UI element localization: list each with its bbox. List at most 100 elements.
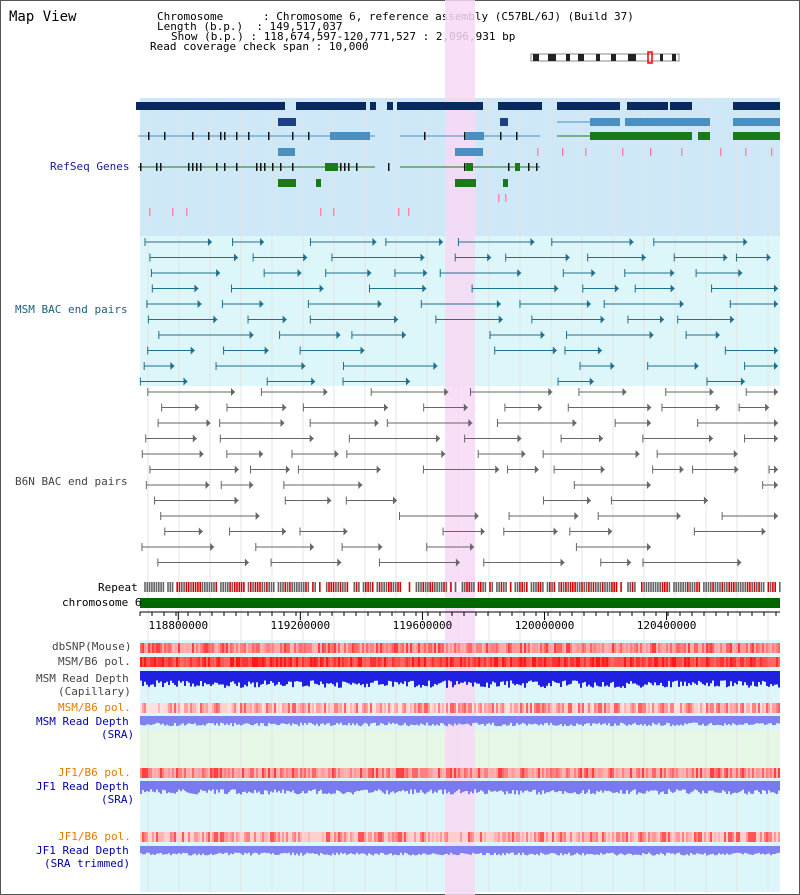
- b6n-bac-arrow: [259, 450, 264, 458]
- polymorphism-mark: [196, 703, 198, 713]
- polymorphism-mark: [678, 643, 680, 653]
- depth-bar: [178, 716, 180, 726]
- msm-bac-label[interactable]: MSM BAC end pairs: [15, 303, 128, 316]
- polymorphism-mark: [700, 768, 702, 778]
- polymorphism-mark: [604, 657, 606, 667]
- polymorphism-mark: [164, 703, 166, 713]
- depth-bar: [176, 716, 178, 727]
- depth-bar: [378, 716, 380, 726]
- depth-bar: [506, 781, 508, 792]
- ideogram-band: [533, 54, 539, 61]
- polymorphism-mark: [554, 657, 556, 667]
- repeat-mark: [151, 582, 153, 592]
- depth-bar: [582, 781, 584, 791]
- polymorphism-mark: [606, 657, 608, 667]
- polymorphism-mark: [274, 768, 276, 778]
- ideogram-marker: [647, 51, 653, 64]
- polymorphism-mark: [210, 768, 212, 778]
- polymorphism-mark: [390, 657, 392, 667]
- depth-bar: [202, 716, 204, 725]
- gene-block: [557, 102, 620, 110]
- depth-bar: [412, 716, 414, 725]
- polymorphism-mark: [664, 657, 666, 667]
- exon: [260, 163, 262, 171]
- repeat-mark: [682, 582, 684, 592]
- polymorphism-mark: [144, 657, 146, 667]
- polymorphism-mark: [498, 768, 500, 778]
- depth-bar: [664, 671, 666, 688]
- b6n-bac-label[interactable]: B6N BAC end pairs: [15, 475, 128, 488]
- polymorphism-mark: [722, 657, 724, 667]
- polymorphism-mark: [698, 657, 700, 667]
- polymorphism-mark: [298, 657, 300, 667]
- depth-bar: [754, 846, 756, 854]
- polymorphism-mark: [244, 768, 246, 778]
- depth-bar: [358, 781, 360, 792]
- depth-bar: [204, 846, 206, 856]
- polymorphism-mark: [272, 643, 274, 653]
- depth-bar: [306, 671, 308, 686]
- depth-bar: [192, 716, 194, 725]
- polymorphism-mark: [626, 768, 628, 778]
- polymorphism-mark: [754, 657, 756, 667]
- depth-bar: [458, 671, 460, 685]
- depth-bar: [668, 716, 670, 724]
- depth-bar: [516, 781, 518, 791]
- polymorphism-mark: [578, 832, 580, 842]
- exon: [248, 132, 250, 140]
- polymorphism-mark: [140, 832, 142, 842]
- msm-bac-arrow: [738, 269, 743, 277]
- exon: [516, 132, 518, 140]
- polymorphism-mark: [236, 768, 238, 778]
- depth-bar: [550, 716, 552, 723]
- depth-bar: [268, 846, 270, 853]
- depth-bar: [500, 716, 502, 727]
- depth-bar: [678, 781, 680, 791]
- depth-bar: [716, 716, 718, 725]
- pink-tick: [186, 208, 188, 216]
- gene-block: [625, 118, 710, 126]
- depth-bar: [244, 781, 246, 792]
- depth-bar: [256, 781, 258, 793]
- depth-bar: [486, 671, 488, 683]
- depth-bar: [382, 781, 384, 793]
- polymorphism-mark: [594, 832, 596, 842]
- depth-bar: [604, 716, 606, 724]
- polymorphism-mark: [516, 703, 518, 713]
- depth-bar: [654, 671, 656, 683]
- msm-bac-arrow: [715, 331, 720, 339]
- polymorphism-mark: [262, 643, 264, 653]
- depth-bar: [404, 781, 406, 792]
- b6n-bac-arrow: [282, 403, 287, 412]
- polymorphism-mark: [440, 832, 442, 842]
- repeat-mark: [365, 582, 367, 592]
- depth-bar: [338, 846, 340, 855]
- polymorphism-mark: [204, 657, 206, 667]
- polymorphism-mark: [382, 643, 384, 653]
- polymorphism-mark: [398, 643, 400, 653]
- depth-bar: [656, 846, 658, 854]
- polymorphism-mark: [210, 657, 212, 667]
- polymorphism-mark: [300, 657, 302, 667]
- gene-block: [590, 118, 620, 126]
- polymorphism-mark: [466, 768, 468, 778]
- polymorphism-mark: [256, 643, 258, 653]
- refseq-genes-label[interactable]: RefSeq Genes: [50, 160, 130, 173]
- depth-bar: [384, 846, 386, 855]
- polymorphism-mark: [722, 832, 724, 842]
- msm-bac-arrow: [774, 300, 778, 308]
- depth-bar: [418, 781, 420, 793]
- polymorphism-mark: [172, 657, 174, 667]
- depth-bar: [766, 781, 768, 794]
- polymorphism-mark: [526, 657, 528, 667]
- polymorphism-mark: [754, 832, 756, 842]
- depth-bar: [306, 716, 308, 725]
- gene-block: [503, 179, 508, 187]
- depth-bar: [192, 671, 194, 684]
- polymorphism-mark: [762, 703, 764, 713]
- polymorphism-mark: [288, 703, 290, 713]
- depth-bar: [564, 671, 566, 681]
- polymorphism-mark: [566, 832, 568, 842]
- polymorphism-mark: [610, 657, 612, 667]
